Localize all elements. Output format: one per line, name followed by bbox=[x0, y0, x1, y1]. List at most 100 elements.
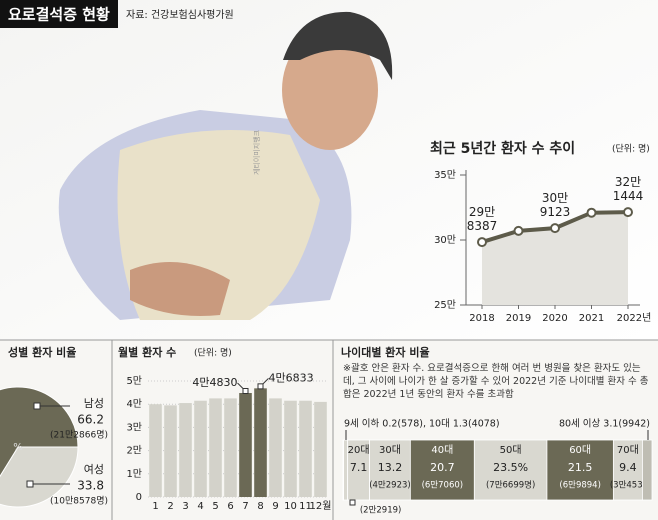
count-label: (6만7060) bbox=[422, 481, 464, 491]
bar bbox=[209, 398, 222, 497]
bar bbox=[314, 401, 327, 497]
x-tick-label: 7 bbox=[242, 501, 248, 512]
bar-segment bbox=[473, 439, 548, 501]
x-tick-label: 2021 bbox=[579, 313, 604, 324]
category-label: 20대 bbox=[348, 444, 370, 456]
value-label: 23.5% bbox=[493, 461, 528, 474]
count-label: (10만8578명) bbox=[50, 496, 108, 507]
chart-title: 성별 환자 비율 bbox=[8, 345, 76, 359]
bar bbox=[239, 392, 252, 497]
pie-slice bbox=[0, 446, 79, 508]
value-label: 66.2 bbox=[77, 413, 104, 427]
x-tick-label: 2022년 bbox=[617, 312, 652, 324]
value-label: 9.4 bbox=[619, 461, 637, 474]
value-label: 32만 1444 bbox=[613, 175, 644, 203]
category-label: 60대 bbox=[569, 444, 591, 456]
legend-label: 여성 bbox=[84, 463, 104, 476]
value-label: 13.2 bbox=[378, 461, 403, 474]
value-label: 4만6833 bbox=[269, 371, 314, 384]
bar bbox=[299, 400, 312, 497]
count-label: (21만2866명) bbox=[50, 430, 108, 441]
page-title: 요로결석증 현황 bbox=[8, 6, 110, 24]
point bbox=[477, 237, 487, 248]
point bbox=[513, 225, 524, 236]
count-label: (2만2919) bbox=[360, 506, 402, 516]
bar bbox=[149, 404, 162, 497]
annotation: 9세 이하 0.2(578), 10대 1.3(4078) bbox=[344, 418, 500, 430]
bar-segment bbox=[369, 439, 411, 501]
x-tick-label: 2020 bbox=[542, 313, 567, 324]
photo-credit: 게티이미지뱅크 bbox=[252, 129, 261, 175]
count-label: (7만6699명) bbox=[486, 480, 535, 491]
y-tick-label: 0 bbox=[136, 492, 142, 503]
x-tick-label: 4 bbox=[197, 501, 203, 512]
count-label: (3만453) bbox=[610, 481, 646, 491]
annotation: 80세 이상 3.1(9942) bbox=[559, 419, 650, 430]
x-tick-label: 2018 bbox=[469, 313, 494, 324]
x-tick-label: 9 bbox=[272, 501, 278, 512]
point bbox=[623, 207, 633, 218]
value-label: 21.5 bbox=[568, 461, 593, 474]
value-label: 33.8 bbox=[77, 479, 104, 493]
bar bbox=[254, 388, 267, 497]
title-box bbox=[0, 0, 118, 28]
count-label: (6만9894) bbox=[559, 481, 601, 491]
value-label: 4만4830 bbox=[192, 376, 237, 389]
x-tick-label: 1 bbox=[152, 501, 158, 512]
value-label: 30만 9123 bbox=[540, 191, 571, 219]
bar bbox=[164, 405, 177, 497]
pie bbox=[0, 386, 79, 508]
leader-marker bbox=[242, 387, 249, 394]
x-tick-label: 5 bbox=[212, 501, 218, 512]
unit: (단위: 명) bbox=[194, 348, 232, 359]
value-label: 7.1 bbox=[350, 461, 368, 474]
source: 자료: 건강보험심사평가원 bbox=[126, 9, 234, 21]
unit: (단위: 명) bbox=[612, 144, 650, 155]
y-tick-label: 35만 bbox=[434, 169, 456, 181]
y-tick-label: 4만 bbox=[126, 398, 142, 410]
bar-segment bbox=[546, 439, 614, 501]
chart-title: 월별 환자 수 bbox=[118, 345, 176, 359]
center-label: % bbox=[13, 442, 23, 453]
leader-marker bbox=[349, 499, 356, 506]
y-tick-label: 1만 bbox=[126, 468, 142, 480]
point bbox=[550, 223, 560, 234]
note: ※괄호 안은 환자 수. 요로결석증으로 한해 여러 번 병원을 찾은 환자도 … bbox=[343, 363, 649, 400]
bar-segment bbox=[612, 439, 643, 501]
y-tick-label: 2만 bbox=[126, 445, 142, 457]
value-label: 20.7 bbox=[430, 461, 455, 474]
bar-segment bbox=[642, 439, 653, 501]
x-tick-label: 10 bbox=[284, 501, 297, 512]
bar bbox=[269, 398, 282, 497]
legend-label: 남성 bbox=[84, 397, 104, 410]
chart-title: 최근 5년간 환자 수 추이 bbox=[430, 140, 575, 157]
point bbox=[586, 207, 597, 218]
category-label: 30대 bbox=[379, 444, 401, 456]
leader-marker bbox=[26, 480, 34, 488]
x-tick-label: 2 bbox=[167, 501, 173, 512]
bar bbox=[284, 400, 297, 497]
y-tick-label: 3만 bbox=[126, 421, 142, 433]
category-label: 40대 bbox=[431, 444, 453, 456]
y-tick-label: 5만 bbox=[126, 375, 142, 387]
x-tick-label: 8 bbox=[257, 501, 263, 512]
x-tick-label: 3 bbox=[182, 501, 188, 512]
x-tick-label: 12월 bbox=[310, 500, 332, 512]
bar bbox=[224, 398, 237, 497]
x-tick-label: 11 bbox=[299, 501, 312, 512]
x-tick-label: 6 bbox=[227, 501, 233, 512]
category-label: 50대 bbox=[500, 444, 522, 456]
category-label: 70대 bbox=[617, 444, 639, 456]
value-label: 29만 8387 bbox=[467, 205, 498, 233]
leader-marker bbox=[257, 383, 264, 390]
bar bbox=[179, 403, 192, 497]
bar bbox=[194, 400, 207, 497]
pie-slice bbox=[0, 386, 79, 478]
photo bbox=[58, 11, 393, 320]
y-tick-label: 25만 bbox=[434, 299, 456, 311]
chart-title: 나이대별 환자 비율 bbox=[341, 345, 430, 359]
y-tick-label: 30만 bbox=[434, 234, 456, 246]
x-tick-label: 2019 bbox=[506, 313, 531, 324]
